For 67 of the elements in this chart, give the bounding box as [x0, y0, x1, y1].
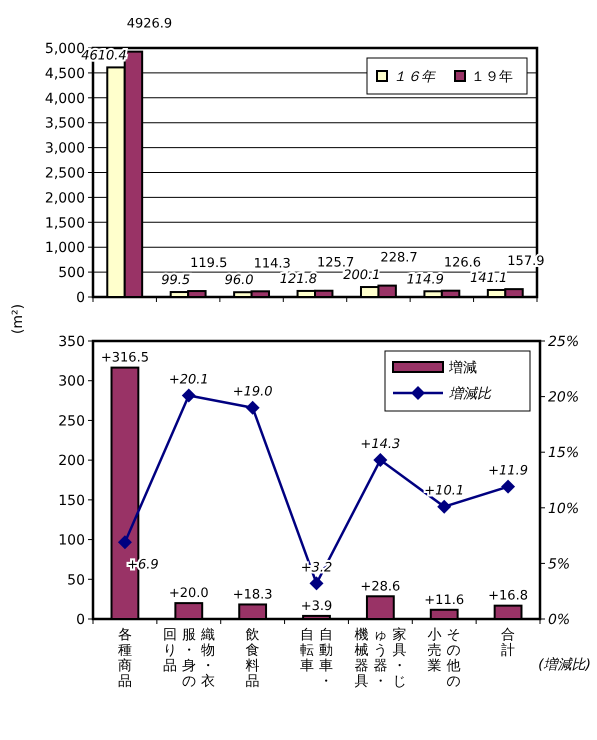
y-tick-label: 500 — [58, 265, 85, 282]
data-label: +16.8 — [488, 588, 528, 604]
x-tick-label: 各種商品 — [118, 627, 132, 690]
data-label: +20.1 — [168, 372, 209, 388]
y-tick-label: 1,500 — [44, 215, 85, 232]
data-label: 99.5 — [161, 273, 190, 288]
point — [501, 480, 516, 494]
legend-label: 増減比 — [449, 385, 492, 402]
category-label: その他の小売業 — [428, 627, 461, 690]
data-label: +19.0 — [232, 384, 273, 400]
y-tick-label: 50 — [67, 572, 85, 588]
data-label: 4926.9 — [126, 16, 172, 32]
data-label: +316.5 — [100, 350, 149, 366]
legend-label: １６年 — [393, 69, 436, 85]
y-tick-label: 4,500 — [44, 66, 85, 82]
y-tick-label: 2,000 — [44, 190, 85, 206]
data-label: +3.9 — [300, 598, 332, 614]
category-label: 自動車・自転車 — [300, 627, 333, 690]
legend-label: １９年 — [471, 69, 513, 85]
y-tick-label: 200 — [58, 453, 85, 470]
data-label: 96.0 — [224, 273, 254, 288]
y2-tick-label: 10% — [548, 500, 580, 517]
y-tick-label: 0 — [76, 612, 85, 628]
point — [310, 576, 324, 590]
y2-tick-label: 25% — [548, 334, 580, 350]
y-tick-label: 4,000 — [44, 90, 85, 107]
y-tick-label: 3,000 — [44, 140, 85, 157]
data-label: +18.3 — [232, 587, 273, 602]
point — [182, 388, 196, 402]
x-tick-label: 飲食料品 — [246, 627, 260, 690]
data-label: +11.9 — [488, 464, 528, 479]
x-tick-label: 合計 — [501, 627, 516, 658]
data-label: 114.9 — [406, 272, 444, 288]
data-label: 119.5 — [190, 256, 228, 272]
y-tick-label: 150 — [58, 492, 85, 509]
point — [437, 500, 452, 514]
point — [118, 535, 132, 550]
y2-tick-label: 5% — [548, 556, 570, 572]
category-label: 織物・衣服・身の回り品 — [162, 627, 215, 690]
data-label: 114.3 — [254, 256, 291, 272]
data-label: +10.1 — [424, 484, 464, 499]
legend-label: 増減 — [448, 359, 477, 376]
y-tick-label: 300 — [58, 374, 85, 390]
y-tick-label: 1,000 — [44, 240, 85, 256]
data-label: 200.1 — [343, 268, 380, 284]
y-tick-label: 2,500 — [44, 166, 85, 182]
data-label: 121.8 — [280, 272, 317, 287]
data-label: +11.6 — [424, 592, 464, 608]
y2-tick-label: 20% — [548, 390, 580, 406]
text: (増減比) — [538, 656, 591, 673]
category-label: 家具・じゅう器・機械器具 — [354, 627, 406, 690]
y2-tick-label: 15% — [548, 445, 580, 462]
y-tick-label: 100 — [58, 532, 85, 549]
y-tick-label: 3,500 — [44, 116, 85, 132]
point — [246, 400, 260, 415]
data-label: 126.6 — [444, 256, 482, 271]
data-label: +28.6 — [360, 579, 400, 594]
point — [373, 452, 388, 467]
data-label: +14.3 — [360, 436, 400, 452]
y2-tick-label: 0% — [548, 612, 570, 628]
y-axis-title: (m²) — [10, 304, 26, 334]
y-tick-label: 250 — [58, 413, 85, 430]
y-tick-label: 350 — [58, 334, 85, 350]
y-tick-label: 0 — [76, 290, 85, 306]
data-label: 141.1 — [470, 270, 508, 286]
data-label: 228.7 — [380, 250, 418, 266]
data-label: +20.0 — [168, 586, 209, 602]
